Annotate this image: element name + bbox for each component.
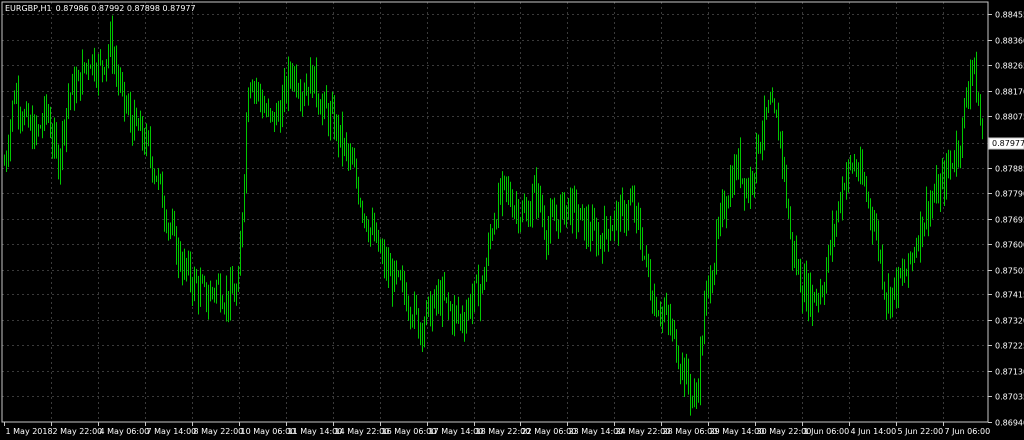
y-tick-label: 0.87505 [995, 267, 1024, 276]
x-tick-label: 8 May 22:00 [194, 427, 244, 436]
grid [2, 2, 988, 422]
plot-frame [1, 1, 989, 423]
x-tick-label: 4 Jun 14:00 [851, 427, 897, 436]
x-tick-label: 28 May 06:00 [663, 427, 718, 436]
y-tick-label: 0.87415 [995, 291, 1024, 300]
current-price-label: 0.87977 [988, 137, 1024, 150]
y-tick-label: 0.87695 [995, 216, 1024, 225]
x-tick-label: 29 May 14:00 [710, 427, 765, 436]
price-bars [4, 15, 983, 416]
y-tick-label: 0.87035 [995, 393, 1024, 402]
x-tick-label: 1 May 2018 [6, 427, 53, 436]
x-tick-label: 14 May 22:00 [335, 427, 390, 436]
x-tick-label: 24 May 22:00 [616, 427, 671, 436]
x-tick-label: 30 May 22:00 [757, 427, 812, 436]
chart-symbol: EURGBP,H1 [5, 4, 52, 13]
x-tick-label: 1 Jun 06:00 [804, 427, 850, 436]
chart-title: EURGBP,H1 0.87986 0.87992 0.87898 0.87977 [5, 4, 196, 13]
current-price-text: 0.87977 [992, 139, 1024, 148]
y-tick-label: 0.86940 [995, 419, 1024, 428]
y-tick-label: 0.87225 [995, 342, 1024, 351]
x-tick-label: 11 May 14:00 [288, 427, 343, 436]
y-tick-label: 0.87885 [995, 165, 1024, 174]
x-tick-label: 7 Jun 06:00 [945, 427, 991, 436]
y-tick-label: 0.88075 [995, 113, 1024, 122]
x-tick-label: 7 May 14:00 [147, 427, 197, 436]
x-tick-label: 16 May 06:00 [382, 427, 437, 436]
x-tick-label: 5 Jun 22:00 [898, 427, 944, 436]
y-tick-label: 0.88265 [995, 62, 1024, 71]
x-tick-label: 18 May 22:00 [476, 427, 531, 436]
x-tick-label: 22 May 06:00 [522, 427, 577, 436]
ohlc-header: 0.87986 0.87992 0.87898 0.87977 [56, 4, 196, 13]
y-tick-label: 0.88455 [995, 11, 1024, 20]
x-tick-label: 4 May 06:00 [100, 427, 150, 436]
x-tick-label: 10 May 06:00 [241, 427, 296, 436]
time-axis[interactable]: 1 May 2018 2 May 22:004 May 06:007 May 14… [4, 422, 991, 436]
x-tick-label: 2 May 22:00 [53, 427, 103, 436]
x-tick-label: 17 May 14:00 [429, 427, 484, 436]
x-tick-label: 23 May 14:00 [569, 427, 624, 436]
current-price-box [988, 137, 1024, 150]
